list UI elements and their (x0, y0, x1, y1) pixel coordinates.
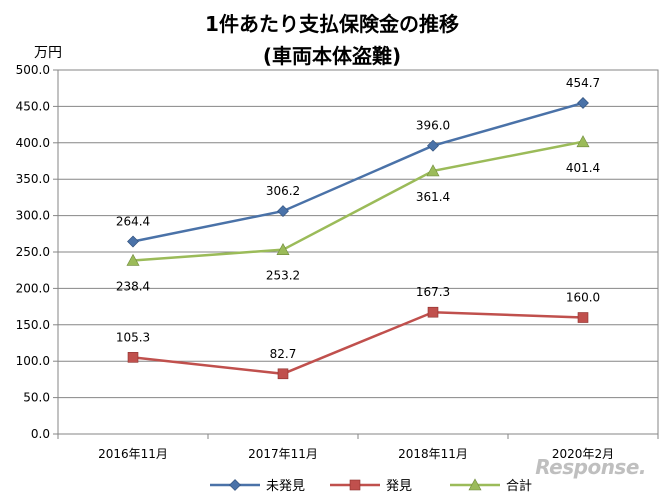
data-label: 401.4 (566, 161, 600, 175)
y-tick-label: 0.0 (31, 427, 50, 441)
data-label: 454.7 (566, 76, 600, 90)
data-point (577, 312, 589, 323)
data-point (426, 164, 440, 177)
y-tick-label: 150.0 (16, 318, 50, 332)
legend-label: 未発見 (266, 479, 305, 494)
x-tick-label: 2018年11月 (398, 447, 468, 461)
x-tick-label: 2017年11月 (248, 447, 318, 461)
data-point (126, 253, 140, 266)
y-tick-label: 400.0 (16, 136, 50, 150)
legend-marker (468, 478, 482, 491)
data-point (127, 235, 139, 248)
legend-marker (349, 479, 361, 491)
data-point (277, 368, 289, 380)
y-tick-label: 500.0 (16, 63, 50, 77)
y-tick-label: 200.0 (16, 281, 50, 295)
legend-marker (229, 479, 241, 491)
x-tick-label: 2020年2月 (552, 447, 614, 461)
data-point (127, 352, 139, 363)
data-point (427, 306, 439, 318)
legend-label: 発見 (386, 479, 412, 494)
data-label: 105.3 (116, 330, 150, 344)
data-label: 160.0 (566, 291, 600, 305)
series-line-1 (132, 310, 584, 376)
series-line-2 (132, 140, 584, 262)
y-axis-unit: 万円 (34, 45, 62, 61)
x-tick-label: 2016年11月 (98, 447, 168, 461)
y-tick-label: 100.0 (16, 354, 50, 368)
series-line-0 (132, 101, 584, 243)
data-label: 306.2 (266, 184, 300, 198)
y-tick-label: 300.0 (16, 209, 50, 223)
data-label: 167.3 (416, 285, 450, 299)
data-point (277, 205, 289, 218)
data-label: 264.4 (116, 215, 150, 229)
data-point (577, 97, 589, 109)
data-label: 253.2 (266, 269, 300, 283)
chart-subtitle: (車両本体盗難) (262, 44, 402, 68)
y-tick-label: 350.0 (16, 172, 50, 186)
y-tick-label: 50.0 (23, 391, 50, 405)
data-label: 82.7 (270, 347, 297, 361)
chart-title: 1件あたり支払保険金の推移 (205, 12, 459, 36)
y-tick-label: 250.0 (16, 245, 50, 259)
legend-label: 合計 (506, 478, 532, 494)
y-tick-label: 450.0 (16, 99, 50, 113)
data-point (276, 243, 290, 255)
data-label: 238.4 (116, 279, 150, 293)
data-label: 396.0 (416, 119, 450, 133)
data-label: 361.4 (416, 190, 450, 204)
data-point (576, 135, 590, 148)
watermark-logo: Response. (535, 455, 646, 479)
data-point (427, 139, 439, 152)
